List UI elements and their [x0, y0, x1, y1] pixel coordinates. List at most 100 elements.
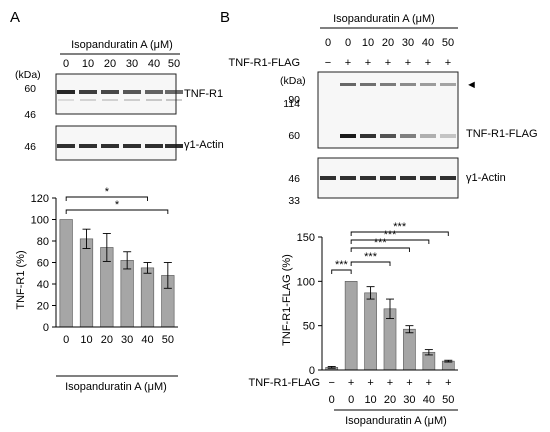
panel-a-x-ticks: 0 10 20 30 40 50	[56, 334, 178, 377]
panel-b-sig-label: ***	[393, 221, 407, 233]
panel-a-actin-bands	[57, 144, 183, 148]
panel-b-flag-band	[420, 134, 436, 138]
panel-a-sig-label: *	[115, 199, 120, 211]
panel-a-y-tick-label: 0	[43, 322, 49, 334]
panel-a-tnfr1-lower-band	[146, 99, 162, 101]
panel-b-marker-33: 33	[288, 195, 300, 207]
panel-b-bar	[364, 292, 377, 371]
panel-a-x-tick-label: 50	[162, 334, 174, 346]
panel-a-lane-label: 20	[104, 58, 116, 70]
panel-a-y-tick-label: 120	[31, 193, 49, 205]
panel-b-flag-bands	[340, 83, 456, 138]
panel-b-lane-label: 40	[422, 37, 434, 49]
panel-b-flag-sign: −	[325, 57, 331, 69]
panel-a-tnfr1-band	[101, 90, 119, 94]
panel-b-sig-bracket	[350, 231, 449, 236]
panel-b-x-sign: −	[328, 377, 334, 389]
panel-b-sig-bracket	[350, 247, 410, 252]
panel-a-tnfr1-lower-band	[166, 99, 182, 101]
panel-b-marker-46: 46	[288, 173, 300, 185]
panel-b-x-sign: +	[348, 377, 354, 389]
panel-a-xlabel: Isopanduratin A (μM)	[65, 381, 167, 393]
panel-a-tnfr1-lower-band	[124, 99, 140, 101]
panel-b-marker-114: 114	[283, 98, 300, 110]
panel-b-flag-label: TNF-R1-FLAG	[229, 57, 301, 69]
panel-a-tnfr1-band	[57, 90, 75, 94]
panel-b-x-dose: 0	[348, 394, 354, 406]
panel-b-x-sign: +	[367, 377, 373, 389]
panel-a-marker-60: 60	[24, 83, 36, 95]
panel-a-y-tick-label: 100	[31, 215, 49, 227]
panel-b-actin-band	[420, 176, 436, 180]
panel-b-flag-upper-band	[440, 83, 456, 86]
panel-a-bars	[59, 219, 175, 328]
panel-a-letter: A	[10, 9, 20, 26]
panel-b-flag-sign: +	[425, 57, 431, 69]
panel-b-actin-band	[380, 176, 396, 180]
panel-b-significance: ***************	[331, 221, 449, 274]
panel-a-blot-actin	[55, 125, 177, 161]
panel-a-actin-band	[79, 144, 97, 148]
panel-a-lane-label: 10	[82, 58, 94, 70]
panel-b-x-dose: 50	[442, 394, 454, 406]
panel-b-flag-band	[400, 134, 416, 138]
panel-a-x-tick-label: 10	[80, 334, 92, 346]
panel-b-flag-band	[440, 134, 456, 138]
panel-a-tnfr1-lower-band	[80, 99, 96, 101]
panel-a-tnfr1-band	[145, 90, 163, 94]
panel-a-x-tick-label: 20	[101, 334, 113, 346]
panel-b-kda-label: (kDa)	[280, 75, 306, 87]
panel-a-y-tick-label: 20	[37, 301, 49, 313]
panel-b-y-tick-label: 50	[303, 321, 315, 333]
panel-b-bar	[344, 281, 358, 371]
panel-b-sig-bracket	[331, 269, 352, 274]
panel-a-lane-label: 40	[148, 58, 160, 70]
panel-a-bar	[79, 238, 94, 328]
panel-a-lane-label: 0	[63, 58, 69, 70]
panel-b-lane-label: 30	[402, 37, 414, 49]
panel-b-x-dose: 40	[423, 394, 435, 406]
panel-b-flag-upper-band	[400, 83, 416, 86]
panel-a-ylabel: TNF-R1 (%)	[15, 250, 27, 309]
panel-b-flag-sign: +	[445, 57, 451, 69]
panel-a-bar	[120, 260, 134, 328]
panel-a-y-tick-label: 60	[37, 258, 49, 270]
panel-b-x-dose: 20	[384, 394, 396, 406]
panel-b-marker-90: 90	[288, 94, 300, 106]
panel-b-lane-label: 20	[382, 37, 394, 49]
panel-a-header: Isopanduratin A (μM)	[71, 39, 173, 51]
panel-b-x-sign: +	[387, 377, 393, 389]
panel-b-actin-band	[320, 176, 336, 180]
panel-b-sig-bracket	[350, 261, 391, 266]
panel-a-tnfr1-band	[165, 90, 183, 94]
panel-b-sig-bracket	[350, 239, 430, 244]
panel-b-flag-upper-band	[420, 83, 436, 86]
panel-b-lane-label: 0	[325, 37, 331, 49]
panel-b-sig-label: ***	[335, 259, 349, 271]
panel-b-lane-labels: 0 0 10 20 30 40 50	[325, 37, 454, 49]
panel-a-sig-bracket	[65, 209, 169, 214]
panel-b-x-sign: +	[445, 377, 451, 389]
panel-b-actin-band	[340, 176, 356, 180]
panel-b-actin-band	[360, 176, 376, 180]
panel-a-x-tick-label: 0	[63, 334, 69, 346]
panel-a-lane-labels: 0 10 20 30 40 50	[63, 58, 180, 70]
panel-b-flag-signs: − + + + + + +	[325, 57, 451, 69]
panel-a-tnfr1-band	[123, 90, 141, 94]
panel-b-actin-band	[400, 176, 416, 180]
panel-a-y-tick-label: 40	[37, 279, 49, 291]
panel-a-lane-label: 30	[126, 58, 138, 70]
panel-a-y-ticks: 0 20 40 60 80 100 120	[31, 193, 56, 334]
panel-b-x-dose: 30	[403, 394, 415, 406]
panel-b-row-label: TNF-R1-FLAG	[249, 377, 321, 389]
panel-a-kda-label: (kDa)	[15, 69, 41, 81]
panel-b-y-tick-label: 0	[309, 365, 315, 377]
panel-b-lane-label: 0	[345, 37, 351, 49]
panel-b-y-tick-label: 150	[297, 232, 315, 244]
panel-b-header: Isopanduratin A (μM)	[333, 13, 435, 25]
panel-b-blot-label-actin: γ1-Actin	[466, 172, 506, 184]
panel-a-tnfr1-bands	[57, 90, 183, 101]
panel-b-x-sign: +	[426, 377, 432, 389]
